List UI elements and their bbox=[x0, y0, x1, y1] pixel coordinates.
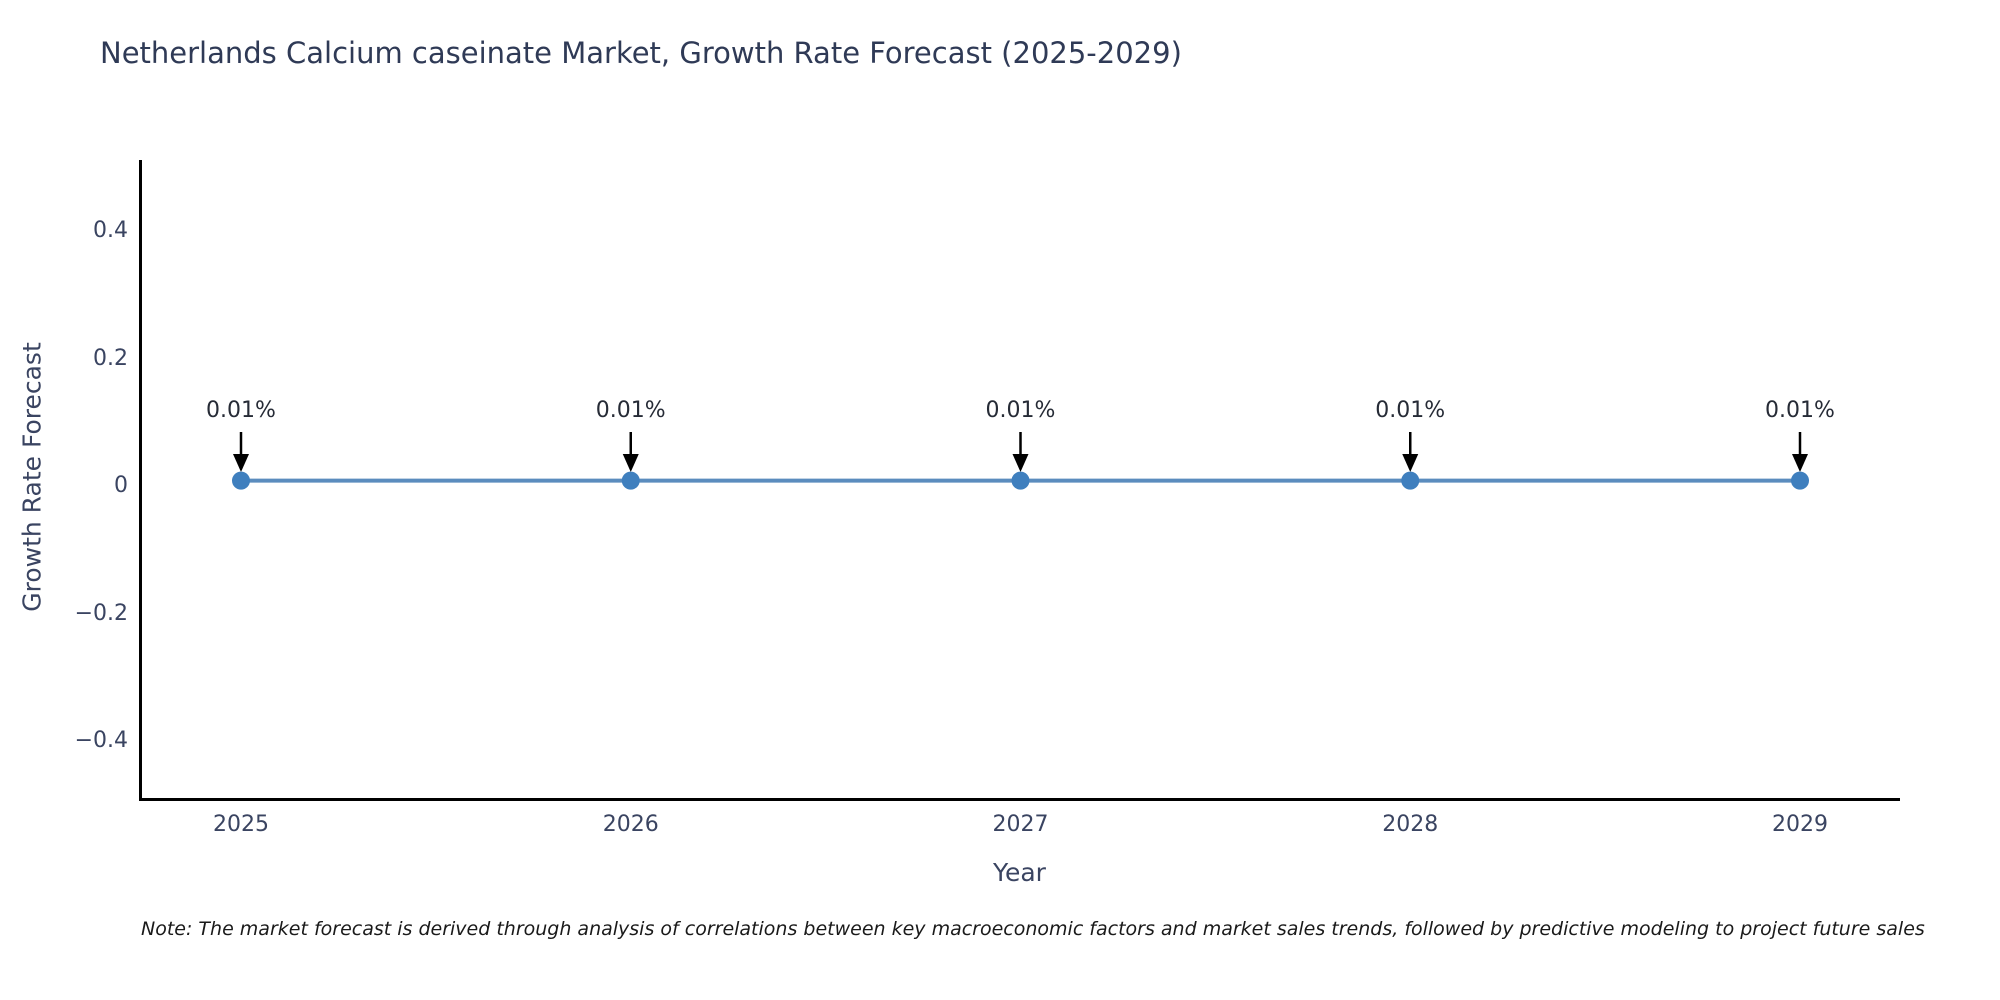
x-axis-label: Year bbox=[993, 858, 1046, 887]
y-tick-label: 0 bbox=[114, 473, 128, 498]
x-tick-label: 2025 bbox=[213, 812, 269, 837]
annotation-arrow-head bbox=[233, 454, 249, 472]
annotation-arrow-head bbox=[1402, 454, 1419, 472]
y-tick-label: −0.4 bbox=[74, 728, 128, 753]
x-tick-label: 2029 bbox=[1772, 812, 1828, 837]
data-point-marker bbox=[621, 471, 640, 490]
point-annotation: 0.01% bbox=[1765, 398, 1835, 423]
data-point-marker bbox=[1011, 471, 1030, 490]
x-tick-label: 2026 bbox=[602, 812, 659, 837]
data-point-marker bbox=[1401, 471, 1420, 490]
plot-area bbox=[139, 160, 1900, 801]
point-annotation: 0.01% bbox=[595, 398, 666, 423]
x-tick-label: 2027 bbox=[992, 812, 1049, 837]
y-tick-label: 0.4 bbox=[93, 218, 128, 243]
annotation-arrow-head bbox=[622, 454, 639, 472]
y-tick-label: 0.2 bbox=[93, 345, 128, 371]
y-tick-label: −0.2 bbox=[74, 600, 128, 626]
footnote: Note: The market forecast is derived thr… bbox=[141, 918, 1925, 940]
point-annotation: 0.01% bbox=[206, 398, 276, 423]
data-point-marker bbox=[1791, 471, 1809, 490]
x-tick-label: 2028 bbox=[1382, 812, 1439, 837]
chart-title: Netherlands Calcium caseinate Market, Gr… bbox=[100, 36, 1182, 70]
annotation-arrow-head bbox=[1792, 454, 1808, 472]
annotation-arrow-head bbox=[1012, 454, 1029, 472]
data-point-marker bbox=[232, 471, 250, 490]
point-annotation: 0.01% bbox=[985, 398, 1056, 423]
point-annotation: 0.01% bbox=[1375, 398, 1446, 423]
